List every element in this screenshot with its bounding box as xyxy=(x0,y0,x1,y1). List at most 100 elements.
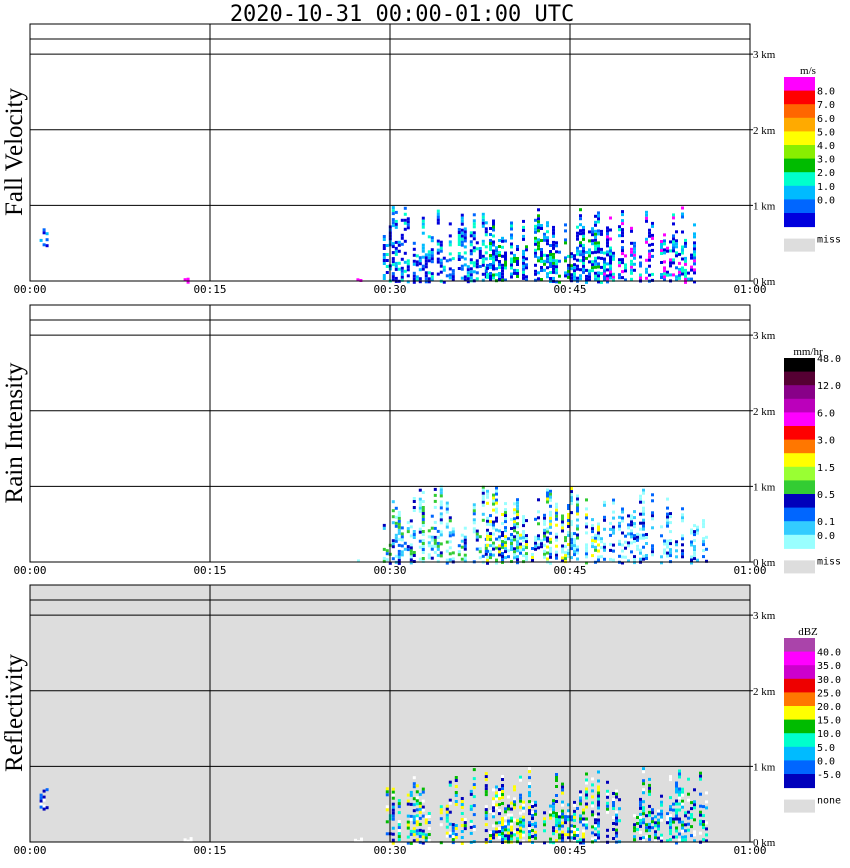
echo-cell xyxy=(669,530,672,534)
echo-cell xyxy=(412,277,416,281)
echo-cell xyxy=(445,504,449,508)
echo-cell xyxy=(591,536,594,540)
echo-cell xyxy=(510,275,513,279)
echo-cell xyxy=(531,814,534,817)
echo-cell xyxy=(433,520,437,524)
echo-cell xyxy=(397,832,401,836)
echo-cell xyxy=(546,527,549,531)
legend-label: 0.5 xyxy=(817,490,835,501)
echo-cell xyxy=(552,814,555,818)
echo-cell xyxy=(412,809,416,813)
echo-cell xyxy=(606,235,609,239)
echo-cell xyxy=(525,552,528,556)
echo-cell xyxy=(537,217,540,221)
echo-cell xyxy=(391,218,395,222)
echo-cell xyxy=(448,822,452,826)
echo-cell xyxy=(492,803,495,807)
echo-cell xyxy=(579,241,582,245)
echo-cell xyxy=(543,537,546,541)
echo-cell xyxy=(585,549,588,553)
echo-cell xyxy=(597,247,600,251)
echo-cell xyxy=(570,544,573,548)
echo-cell xyxy=(555,532,558,536)
echo-cell xyxy=(430,538,434,542)
echo-cell xyxy=(463,541,467,545)
echo-cell xyxy=(430,275,434,279)
echo-cell xyxy=(606,244,609,248)
echo-cell xyxy=(702,543,705,547)
echo-cell xyxy=(621,516,624,520)
echo-cell xyxy=(648,255,651,259)
echo-cell xyxy=(579,838,582,842)
echo-cell xyxy=(543,513,546,517)
echo-cell xyxy=(540,278,543,281)
echo-cell xyxy=(501,534,504,537)
echo-cell xyxy=(573,818,576,822)
echo-cell xyxy=(645,270,648,274)
echo-cell xyxy=(397,519,401,523)
echo-cell xyxy=(537,259,540,263)
legend-swatch xyxy=(784,90,815,105)
echo-cell xyxy=(528,827,531,831)
echo-cell xyxy=(621,258,624,262)
echo-cell xyxy=(690,561,693,565)
echo-cell xyxy=(504,538,507,542)
echo-cell xyxy=(498,827,501,831)
echo-cell xyxy=(597,794,600,798)
echo-cell xyxy=(391,206,395,210)
echo-cell xyxy=(460,812,464,815)
echo-cell xyxy=(400,233,404,237)
echo-cell xyxy=(504,520,507,524)
echo-cell xyxy=(657,821,660,825)
echo-cell xyxy=(612,498,615,502)
echo-cell xyxy=(519,545,522,549)
echo-cell xyxy=(642,791,645,795)
echo-cell xyxy=(534,248,537,252)
echo-cell xyxy=(427,827,431,830)
echo-cell xyxy=(400,242,404,246)
echo-cell xyxy=(681,549,684,553)
echo-cell xyxy=(501,826,504,829)
legend-unit: mm/hr xyxy=(793,346,823,358)
echo-cell xyxy=(597,256,600,260)
echo-cell xyxy=(651,820,654,824)
echo-cell xyxy=(469,231,473,235)
echo-cell xyxy=(472,231,476,235)
echo-cell xyxy=(633,814,636,818)
y-tick-label: 2 km xyxy=(753,406,776,418)
echo-cell xyxy=(549,531,552,535)
echo-cell xyxy=(594,247,597,251)
echo-cell xyxy=(504,517,507,521)
panel-title: Rain Intensity xyxy=(1,362,28,503)
echo-cell xyxy=(543,238,546,242)
echo-cell xyxy=(504,822,507,826)
echo-cell xyxy=(678,790,681,794)
echo-cell xyxy=(486,534,489,538)
echo-cell xyxy=(567,504,570,507)
echo-cell xyxy=(642,536,645,540)
echo-cell xyxy=(463,818,467,822)
echo-cell xyxy=(678,787,681,791)
echo-cell xyxy=(582,829,585,833)
echo-cell xyxy=(433,499,437,503)
echo-cell xyxy=(594,229,597,233)
echo-cell xyxy=(403,541,407,545)
echo-cell xyxy=(501,236,504,240)
echo-cell xyxy=(463,538,467,542)
echo-cell xyxy=(460,243,464,247)
echo-cell xyxy=(495,486,498,490)
echo-cell xyxy=(639,261,642,265)
echo-cell xyxy=(406,259,410,263)
echo-cell xyxy=(666,812,669,816)
echo-cell xyxy=(693,800,696,804)
echo-cell xyxy=(672,216,675,220)
echo-cell xyxy=(603,269,606,273)
echo-cell xyxy=(463,278,467,282)
echo-cell xyxy=(525,519,528,523)
echo-cell xyxy=(501,266,504,270)
echo-cell xyxy=(642,491,645,495)
echo-cell xyxy=(400,257,404,261)
echo-cell xyxy=(484,841,488,845)
echo-cell xyxy=(561,785,564,789)
echo-cell xyxy=(460,803,464,806)
